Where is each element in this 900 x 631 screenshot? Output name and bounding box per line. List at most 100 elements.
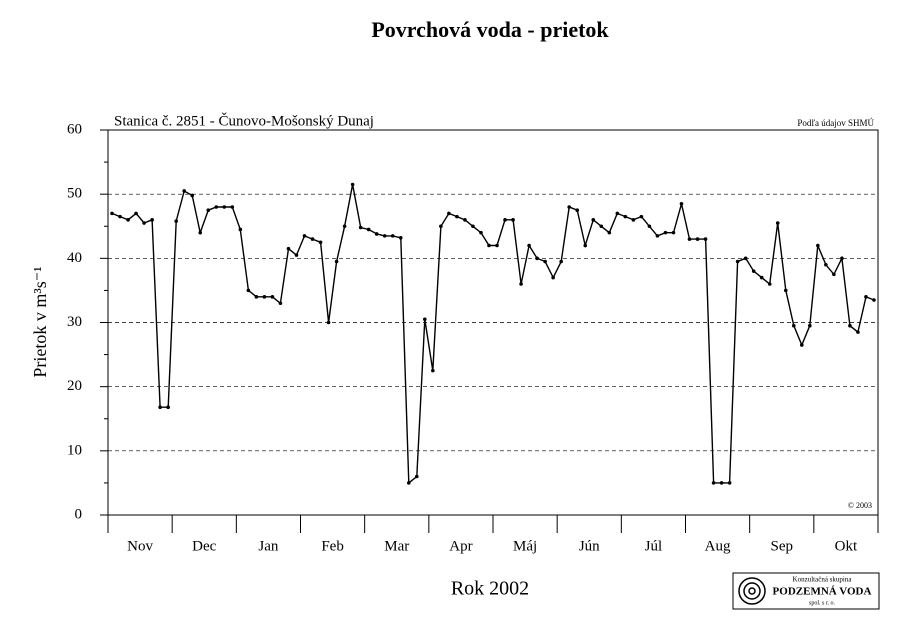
data-point bbox=[639, 214, 644, 219]
data-point bbox=[551, 275, 555, 280]
data-point bbox=[206, 208, 211, 213]
data-point bbox=[214, 205, 219, 209]
data-point bbox=[439, 224, 443, 229]
y-tick-label: 20 bbox=[67, 378, 82, 394]
y-tick-label: 10 bbox=[67, 442, 82, 458]
data-point bbox=[318, 240, 323, 245]
logo-text: spol. s r. o. bbox=[809, 600, 836, 606]
data-point bbox=[607, 230, 612, 235]
data-point bbox=[431, 368, 435, 373]
y-tick-label: 40 bbox=[67, 250, 82, 266]
data-point bbox=[567, 205, 571, 209]
data-point bbox=[455, 214, 459, 219]
source-note: Podľa údajov SHMÚ bbox=[797, 118, 874, 128]
data-point bbox=[559, 259, 563, 264]
x-tick-label: Nov bbox=[127, 538, 153, 554]
series-line bbox=[111, 184, 875, 485]
data-point bbox=[663, 230, 668, 235]
data-point bbox=[783, 288, 788, 293]
data-point bbox=[495, 243, 499, 248]
x-tick-label: Sep bbox=[771, 538, 794, 554]
x-tick-label: Jún bbox=[579, 538, 600, 554]
data-point bbox=[182, 189, 186, 193]
data-point bbox=[872, 298, 876, 302]
y-tick-label: 0 bbox=[75, 506, 83, 522]
data-point bbox=[342, 224, 347, 229]
data-point bbox=[415, 474, 419, 479]
data-point bbox=[110, 211, 114, 216]
x-tick-label: Okt bbox=[835, 538, 858, 554]
data-point bbox=[623, 214, 628, 219]
data-point bbox=[479, 230, 483, 235]
data-point bbox=[695, 237, 700, 241]
data-point bbox=[575, 208, 580, 213]
chart-subtitle: Stanica č. 2851 - Čunovo-Mošonský Dunaj bbox=[114, 112, 374, 129]
data-point bbox=[150, 218, 154, 222]
data-point bbox=[487, 243, 491, 248]
data-point bbox=[759, 275, 764, 280]
data-point bbox=[751, 269, 756, 273]
x-axis-label: Rok 2002 bbox=[451, 578, 529, 600]
data-point bbox=[800, 343, 804, 347]
y-tick-label: 50 bbox=[67, 186, 82, 202]
data-point bbox=[687, 237, 692, 241]
data-point bbox=[527, 243, 531, 248]
data-point bbox=[808, 323, 812, 328]
data-point bbox=[262, 295, 267, 299]
x-tick-label: Apr bbox=[449, 538, 472, 554]
data-point bbox=[358, 225, 363, 230]
logo-icon bbox=[748, 587, 756, 595]
data-point bbox=[864, 295, 868, 299]
data-point bbox=[126, 218, 130, 222]
data-point bbox=[599, 224, 604, 229]
data-point bbox=[655, 234, 660, 238]
data-point bbox=[423, 317, 427, 322]
data-point bbox=[631, 218, 636, 222]
data-point bbox=[775, 221, 780, 225]
data-point bbox=[286, 246, 291, 251]
data-point bbox=[158, 405, 162, 410]
data-point bbox=[647, 224, 652, 229]
data-point bbox=[366, 227, 371, 232]
data-point bbox=[334, 259, 339, 264]
data-point bbox=[382, 234, 387, 238]
data-point bbox=[246, 288, 251, 293]
data-point bbox=[166, 405, 170, 410]
copyright: © 2003 bbox=[848, 501, 872, 510]
data-point bbox=[174, 219, 178, 223]
data-point bbox=[671, 230, 676, 235]
x-tick-label: Feb bbox=[321, 538, 344, 554]
x-tick-label: Dec bbox=[192, 538, 216, 554]
data-point bbox=[398, 236, 403, 240]
x-tick-label: Mar bbox=[384, 538, 409, 554]
data-point bbox=[703, 237, 708, 241]
data-point bbox=[190, 193, 195, 198]
logo-text: PODZEMNÁ VODA bbox=[773, 586, 872, 598]
data-point bbox=[230, 205, 235, 209]
data-point bbox=[856, 330, 860, 334]
x-tick-label: Jan bbox=[258, 538, 278, 554]
data-point bbox=[519, 282, 523, 286]
data-point bbox=[142, 221, 146, 225]
data-point bbox=[679, 201, 684, 206]
data-point bbox=[198, 230, 203, 235]
data-point bbox=[719, 481, 724, 485]
data-point bbox=[840, 256, 844, 261]
data-point bbox=[447, 211, 451, 216]
data-point bbox=[816, 243, 820, 248]
logo-text: Konzultačná skupina bbox=[793, 576, 853, 584]
data-point bbox=[583, 243, 588, 248]
y-tick-label: 30 bbox=[67, 314, 82, 330]
data-point bbox=[374, 232, 379, 236]
data-point bbox=[791, 323, 796, 328]
data-point bbox=[471, 224, 475, 229]
data-point bbox=[743, 256, 748, 261]
x-tick-label: Aug bbox=[705, 538, 731, 554]
data-point bbox=[463, 218, 467, 222]
logo: Konzultačná skupina PODZEMNÁ VODA spol. … bbox=[732, 572, 880, 610]
data-point bbox=[767, 282, 772, 286]
data-point bbox=[270, 295, 275, 299]
data-point bbox=[390, 234, 395, 238]
logo-icon bbox=[743, 582, 761, 600]
